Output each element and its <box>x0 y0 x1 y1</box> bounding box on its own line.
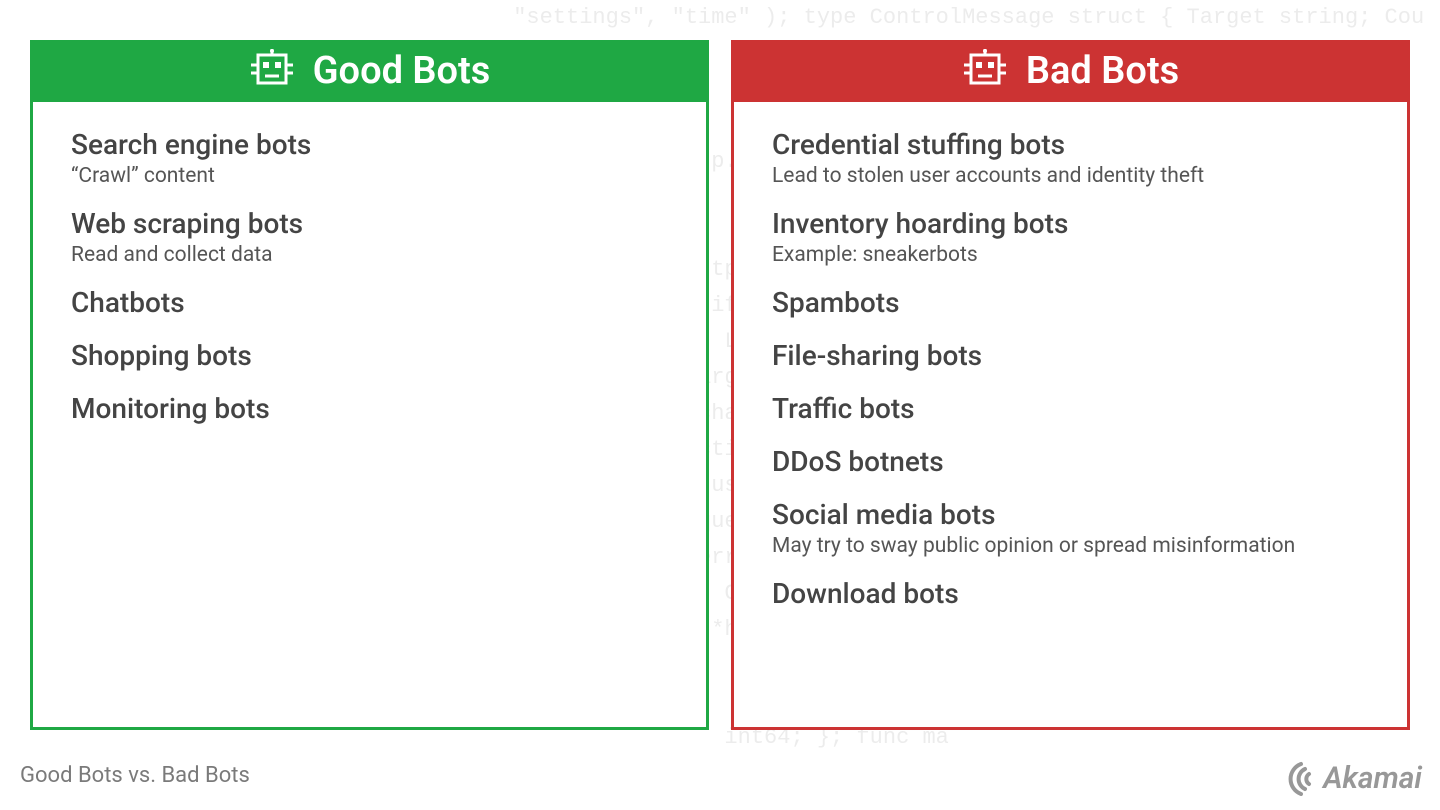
item-title: DDoS botnets <box>772 444 1369 479</box>
item-title: Credential stuffing bots <box>772 127 1369 162</box>
item-title: Chatbots <box>71 285 668 320</box>
item-subtitle: Read and collect data <box>71 243 668 267</box>
list-item: Traffic bots <box>772 391 1369 426</box>
item-title: Spambots <box>772 285 1369 320</box>
bad-bots-header: Bad Bots <box>731 40 1410 102</box>
robot-icon <box>962 49 1008 93</box>
list-item: File-sharing bots <box>772 338 1369 373</box>
list-item: Inventory hoarding botsExample: sneakerb… <box>772 206 1369 267</box>
good-bots-column: Good Bots Search engine bots“Crawl” cont… <box>30 40 709 730</box>
item-subtitle: Example: sneakerbots <box>772 243 1369 267</box>
item-subtitle: May try to sway public opinion or spread… <box>772 534 1369 558</box>
item-title: Shopping bots <box>71 338 668 373</box>
brand-logo: Akamai <box>1283 760 1422 796</box>
robot-icon <box>249 49 295 93</box>
item-subtitle: Lead to stolen user accounts and identit… <box>772 164 1369 188</box>
list-item: Monitoring bots <box>71 391 668 426</box>
columns-container: Good Bots Search engine bots“Crawl” cont… <box>30 40 1410 730</box>
list-item: Web scraping botsRead and collect data <box>71 206 668 267</box>
list-item: Download bots <box>772 576 1369 611</box>
list-item: Credential stuffing botsLead to stolen u… <box>772 127 1369 188</box>
bad-bots-title: Bad Bots <box>1026 49 1179 93</box>
good-bots-header: Good Bots <box>30 40 709 102</box>
caption-text: Good Bots vs. Bad Bots <box>20 763 250 788</box>
item-title: File-sharing bots <box>772 338 1369 373</box>
item-title: Download bots <box>772 576 1369 611</box>
item-title: Monitoring bots <box>71 391 668 426</box>
item-subtitle: “Crawl” content <box>71 164 668 188</box>
item-title: Search engine bots <box>71 127 668 162</box>
item-title: Inventory hoarding bots <box>772 206 1369 241</box>
item-title: Web scraping bots <box>71 206 668 241</box>
bad-bots-column: Bad Bots Credential stuffing botsLead to… <box>731 40 1410 730</box>
list-item: Search engine bots“Crawl” content <box>71 127 668 188</box>
good-bots-body: Search engine bots“Crawl” content Web scr… <box>33 99 706 727</box>
good-bots-title: Good Bots <box>313 49 491 93</box>
bad-bots-body: Credential stuffing botsLead to stolen u… <box>734 99 1407 727</box>
list-item: Social media botsMay try to sway public … <box>772 497 1369 558</box>
brand-name: Akamai <box>1323 761 1422 796</box>
wave-icon <box>1283 760 1317 796</box>
list-item: Shopping bots <box>71 338 668 373</box>
list-item: Chatbots <box>71 285 668 320</box>
list-item: DDoS botnets <box>772 444 1369 479</box>
list-item: Spambots <box>772 285 1369 320</box>
item-title: Social media bots <box>772 497 1369 532</box>
item-title: Traffic bots <box>772 391 1369 426</box>
